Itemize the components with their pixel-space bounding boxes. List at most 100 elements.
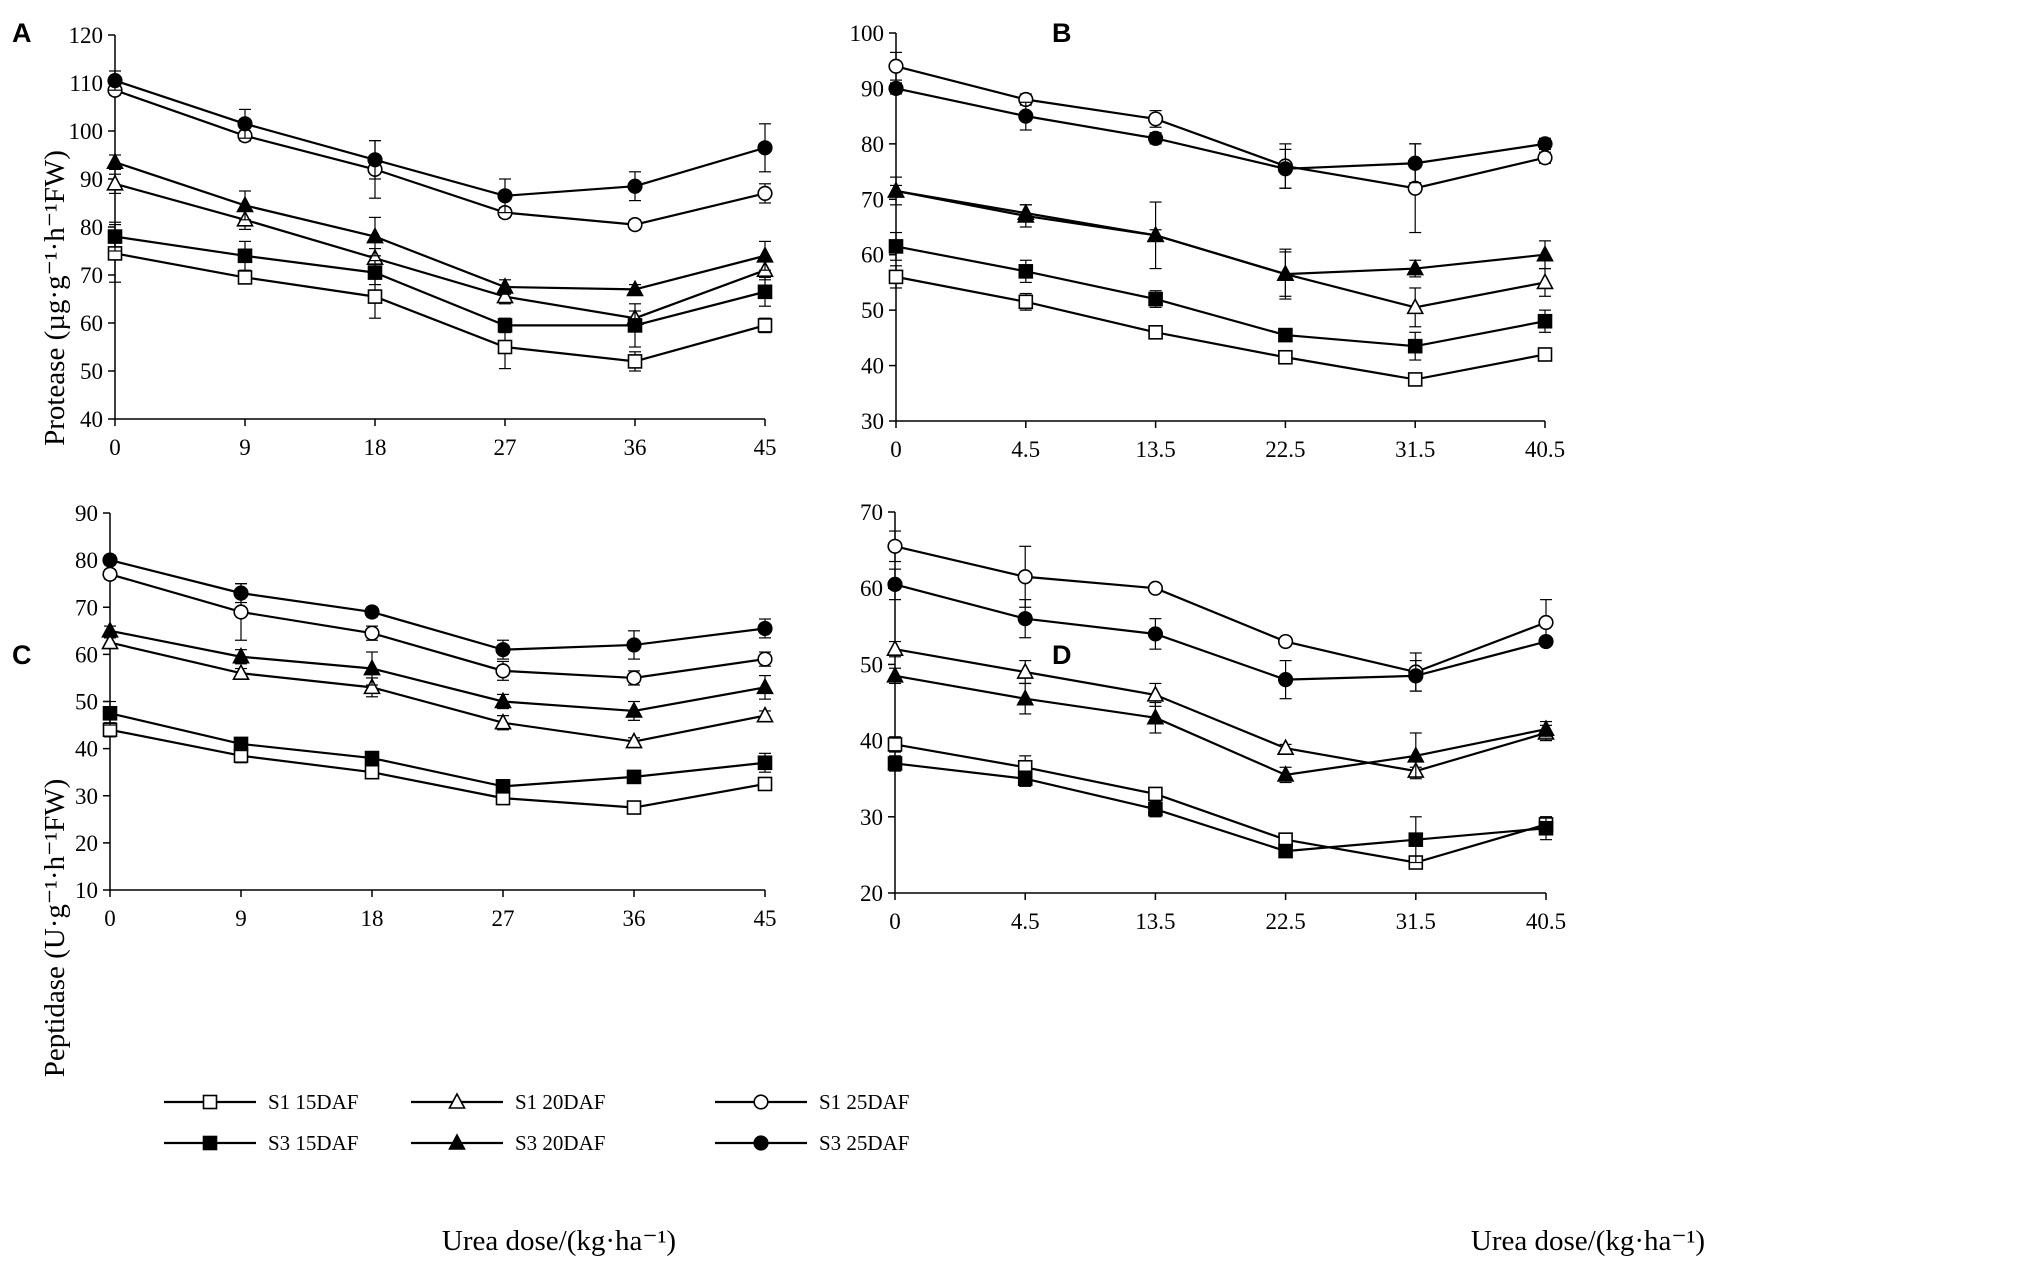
data-point: [1016, 688, 1035, 706]
data-point: [364, 604, 380, 620]
data-point: [1277, 672, 1294, 688]
data-point: [1017, 611, 1033, 627]
data-point: [102, 566, 118, 582]
data-point: [1277, 633, 1294, 650]
series-line: [114, 182, 766, 320]
data-point: [757, 620, 773, 637]
series-line: [895, 87, 1546, 170]
y-tick-label: 30: [75, 784, 98, 809]
y-tick-label: 90: [75, 501, 98, 526]
data-point: [625, 701, 643, 718]
panel-letter: B: [1052, 18, 1072, 48]
panel-a: A Protease (µg·g⁻¹·h⁻¹FW) 40506070809010…: [12, 18, 777, 460]
series-line: [894, 762, 1547, 853]
panel-d: D Urea dose/(kg·ha⁻¹) 20 30 40 50 60 70 0 4.5 13…: [860, 500, 1705, 1257]
series-line: [109, 559, 766, 651]
series-line: [114, 79, 766, 197]
x-tick-label: 45: [754, 435, 777, 460]
data-point: [1407, 155, 1423, 171]
data-point: [1276, 738, 1295, 756]
data-point: [757, 776, 773, 792]
y-tick-label: 90: [80, 167, 103, 192]
data-point: [102, 705, 118, 721]
data-point: [233, 585, 249, 601]
data-point: [1017, 771, 1033, 787]
data-point: [236, 195, 254, 213]
y-tick-label: 70: [860, 500, 883, 525]
data-point: [1536, 245, 1554, 262]
data-point: [1278, 349, 1293, 365]
legend-label: S3 25DAF: [819, 1131, 909, 1155]
data-point: [1148, 801, 1163, 817]
x-tick-label: 13.5: [1135, 437, 1175, 462]
legend-label: S3 20DAF: [515, 1131, 605, 1155]
data-point: [1407, 338, 1423, 354]
data-point: [1146, 685, 1165, 702]
y-tick-label: 60: [75, 642, 98, 667]
y-tick-label: 50: [860, 652, 883, 677]
data-point: [1538, 820, 1554, 836]
series-s1-15daf: [887, 736, 1554, 870]
y-axis-title: Peptidase (U·g⁻¹·h⁻¹FW): [39, 779, 71, 1077]
legend-marker: [202, 1094, 218, 1110]
data-point: [1018, 264, 1034, 279]
data-point: [1408, 668, 1424, 684]
plot-area: 40 50 60 70 80 90 100 110 120 0 9 18 27 36 45: [69, 23, 777, 460]
data-point: [1406, 297, 1425, 315]
series-s3-20daf: [106, 152, 774, 297]
legend-marker: [448, 1092, 466, 1109]
data-point: [887, 737, 903, 752]
data-point: [1147, 626, 1163, 642]
x-tick-label: 36: [624, 435, 647, 460]
y-tick-label: 90: [861, 76, 884, 101]
data-point: [626, 637, 642, 653]
x-tick-label: 4.5: [1011, 909, 1040, 934]
x-tick-label: 18: [364, 435, 387, 460]
x-axis-title: Urea dose/(kg·ha⁻¹): [1471, 1225, 1705, 1257]
y-tick-label: 40: [861, 354, 884, 379]
plot-area: 10 20 30 40 50 60 70 80 90 0 9 18 27 36 45: [75, 501, 777, 931]
series-s1-25daf: [888, 51, 1553, 234]
data-point: [627, 354, 643, 369]
y-tick-label: 100: [69, 119, 104, 144]
data-point: [101, 632, 119, 650]
data-point: [1276, 264, 1295, 281]
series-s1-15daf: [888, 265, 1553, 387]
panel-b: B 30 40 50 60 70 80 90 100 0 4.5 13.5 22.5 31.5 40.5: [850, 18, 1566, 462]
x-tick-label: 31.5: [1395, 437, 1435, 462]
y-tick-label: 40: [75, 737, 98, 762]
data-point: [757, 651, 773, 667]
data-point: [496, 286, 514, 304]
panel-letter: A: [12, 18, 32, 48]
data-point: [495, 779, 511, 794]
data-point: [1146, 225, 1165, 243]
x-tick-label: 27: [492, 906, 515, 931]
data-point: [1406, 258, 1425, 276]
data-point: [107, 229, 123, 244]
y-tick-label: 80: [75, 548, 98, 573]
data-point: [101, 621, 119, 638]
data-point: [364, 764, 380, 780]
legend-item: S1 15DAF: [164, 1090, 358, 1114]
data-point: [1148, 325, 1163, 340]
data-point: [497, 188, 513, 204]
data-point: [1537, 150, 1553, 166]
x-tick-label: 0: [889, 909, 901, 934]
data-point: [1407, 372, 1423, 387]
data-point: [1537, 136, 1553, 152]
y-tick-label: 20: [75, 831, 98, 856]
data-point: [888, 58, 904, 74]
x-tick-label: 0: [104, 906, 116, 931]
y-tick-label: 20: [860, 881, 883, 906]
legend-label: S1 15DAF: [268, 1090, 358, 1114]
series-line: [109, 629, 766, 713]
data-point: [757, 185, 773, 201]
data-point: [102, 552, 118, 568]
y-tick-label: 70: [80, 263, 103, 288]
legend-marker: [448, 1133, 466, 1150]
data-point: [367, 152, 383, 168]
series-line: [895, 245, 1546, 348]
data-point: [1537, 347, 1553, 362]
legend-item: S1 20DAF: [411, 1090, 605, 1114]
series-s3-25daf: [107, 70, 773, 214]
